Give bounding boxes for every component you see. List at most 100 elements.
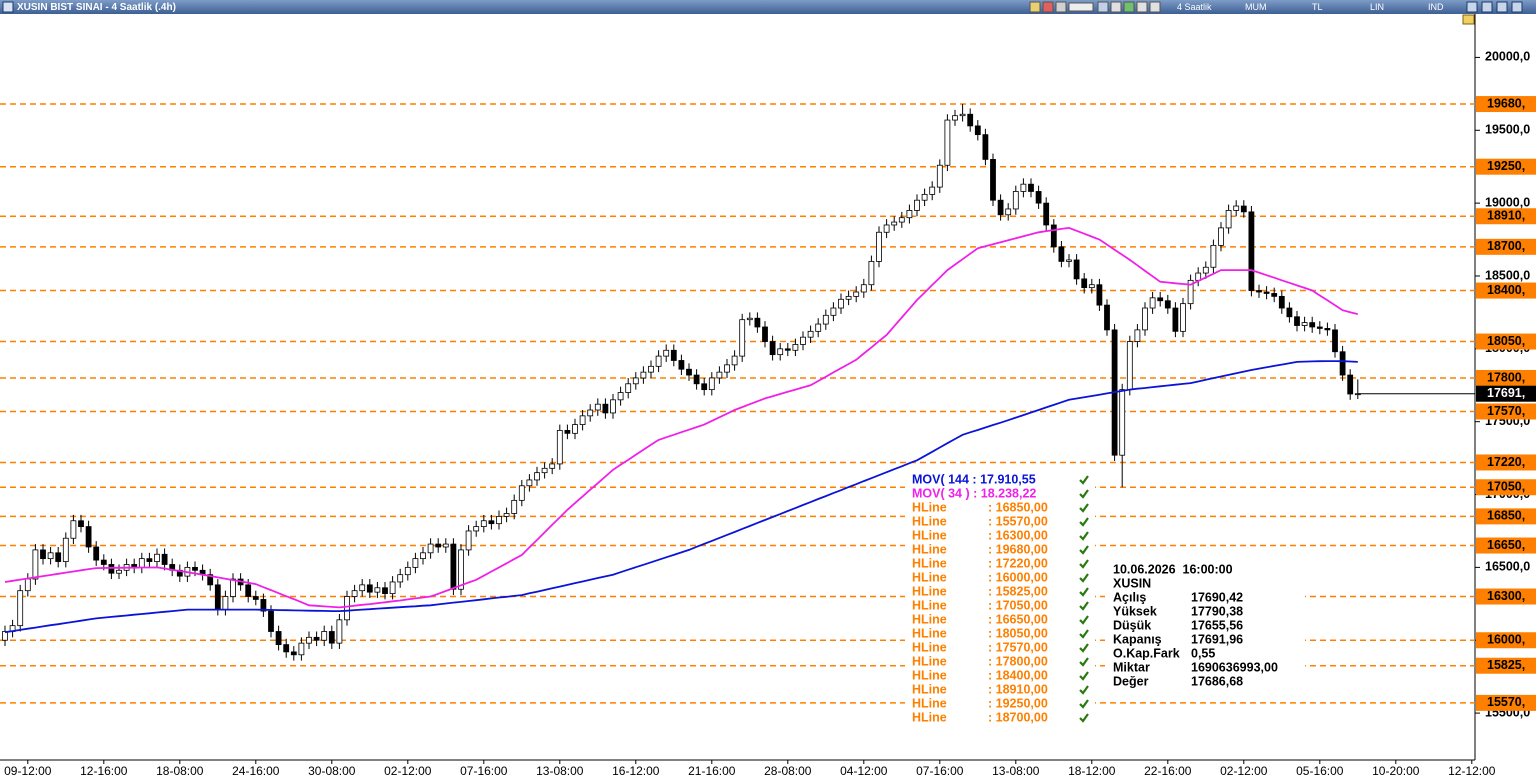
tool-icon[interactable] xyxy=(1042,1,1054,13)
candle-body xyxy=(1119,389,1126,456)
x-tick-label: 24-16:00 xyxy=(232,764,280,778)
hline-axis-label: 18400, xyxy=(1487,283,1525,297)
candle-body xyxy=(572,424,578,434)
hline-axis-label: 19680, xyxy=(1487,96,1525,110)
hline-axis-label: 17570, xyxy=(1487,404,1525,418)
hline-axis-label: 15570, xyxy=(1487,695,1525,709)
candle-body xyxy=(290,651,297,656)
window-button[interactable] xyxy=(1511,1,1523,13)
y-tick-label: 16500,0 xyxy=(1485,560,1530,574)
window-button[interactable] xyxy=(1466,1,1478,13)
toolbar-label: 4 Saatlik xyxy=(1177,2,1212,12)
candle-body xyxy=(55,552,62,562)
legend-value: : 19250,00 xyxy=(988,696,1048,710)
toolbar-label: MUM xyxy=(1245,2,1267,12)
candle-body xyxy=(731,355,738,366)
tool-icon[interactable] xyxy=(1110,1,1122,13)
candle-body xyxy=(146,558,153,562)
tool-icon[interactable] xyxy=(1068,2,1094,12)
lock-icon[interactable] xyxy=(1462,14,1475,25)
candle-body xyxy=(982,134,989,160)
hline-axis-box xyxy=(1476,588,1536,605)
legend-background xyxy=(905,472,1095,725)
candle-body xyxy=(1164,300,1171,309)
candle-body xyxy=(420,552,426,560)
candle-body xyxy=(1294,316,1300,326)
legend-entry: MOV( 34 ) : 18.238,22 xyxy=(912,486,1036,500)
candle-body xyxy=(853,291,860,297)
hline-axis-box xyxy=(1476,694,1536,711)
x-tick-label: 30-08:00 xyxy=(308,764,356,778)
candle-body xyxy=(602,403,609,414)
window-button[interactable] xyxy=(1481,1,1493,13)
x-tick-label: 10-20:00 xyxy=(1372,764,1420,778)
hline-axis-label: 17800, xyxy=(1487,370,1525,384)
candle-body xyxy=(556,430,563,465)
tool-icon[interactable] xyxy=(1029,1,1041,13)
candle-body xyxy=(944,119,951,166)
legend-value: : 16000,00 xyxy=(988,570,1048,584)
candle-body xyxy=(1073,259,1080,280)
legend-check xyxy=(1079,559,1089,569)
candle-body xyxy=(800,336,806,345)
candle-body xyxy=(1301,322,1308,326)
candle-body xyxy=(1339,351,1346,376)
info-label: Kapanış xyxy=(1113,632,1162,646)
info-value: 17686,68 xyxy=(1191,674,1243,688)
legend-entry: HLine xyxy=(912,654,947,668)
info-symbol: XUSIN xyxy=(1113,576,1151,590)
hline-axis-box xyxy=(1476,454,1536,471)
tool-icon[interactable] xyxy=(1123,1,1135,13)
candle-body xyxy=(860,284,867,293)
candle-body xyxy=(306,636,312,644)
info-value: 1690636993,00 xyxy=(1191,660,1278,674)
legend-entry: HLine xyxy=(912,682,947,696)
window-button[interactable] xyxy=(1496,1,1508,13)
tool-icon[interactable] xyxy=(1149,1,1161,13)
y-tick-label: 18500,0 xyxy=(1485,268,1530,282)
candle-body xyxy=(1218,227,1224,246)
legend-value: : 19680,00 xyxy=(988,542,1048,556)
hline-axis-box xyxy=(1476,282,1536,299)
candle-body xyxy=(708,377,715,391)
candle-body xyxy=(746,317,753,321)
info-label: Yüksek xyxy=(1113,604,1157,618)
legend-check xyxy=(1079,573,1089,583)
candle-body xyxy=(336,619,343,644)
tool-icon[interactable] xyxy=(1097,1,1109,13)
hline-axis-label: 16300, xyxy=(1487,589,1525,603)
candle-body xyxy=(541,467,548,474)
x-tick-label: 16-12:00 xyxy=(612,764,660,778)
tool-icon[interactable] xyxy=(1055,1,1067,13)
x-tick-label: 13-08:00 xyxy=(536,764,584,778)
candle-body xyxy=(640,371,647,379)
candle-body xyxy=(830,307,837,316)
candle-body xyxy=(526,479,533,487)
info-value: 17690,42 xyxy=(1191,590,1243,604)
candle-body xyxy=(17,590,24,627)
candle-body xyxy=(784,348,791,351)
candle-body xyxy=(252,596,259,600)
candle-body xyxy=(655,355,662,367)
candle-body xyxy=(952,115,958,121)
candle-body xyxy=(807,330,814,338)
y-tick-label: 20000,0 xyxy=(1485,50,1530,64)
tool-icon[interactable] xyxy=(1136,1,1148,13)
candle-body xyxy=(1286,307,1293,318)
candle-body xyxy=(769,341,776,356)
legend-entry: HLine xyxy=(912,696,947,710)
candle-body xyxy=(845,295,852,300)
candle-body xyxy=(739,319,746,357)
candle-body xyxy=(93,546,100,561)
candle-body xyxy=(435,543,442,548)
candle-body xyxy=(503,513,510,517)
candle-body xyxy=(1316,326,1323,329)
hline-axis-box xyxy=(1476,657,1536,674)
candle-body xyxy=(488,520,495,525)
legend-check xyxy=(1079,489,1089,499)
toolbar-icons[interactable] xyxy=(1029,1,1161,13)
candle-body xyxy=(1081,278,1088,289)
candle-body xyxy=(967,113,974,127)
candle-body xyxy=(1012,191,1019,210)
legend-check xyxy=(1079,699,1089,709)
